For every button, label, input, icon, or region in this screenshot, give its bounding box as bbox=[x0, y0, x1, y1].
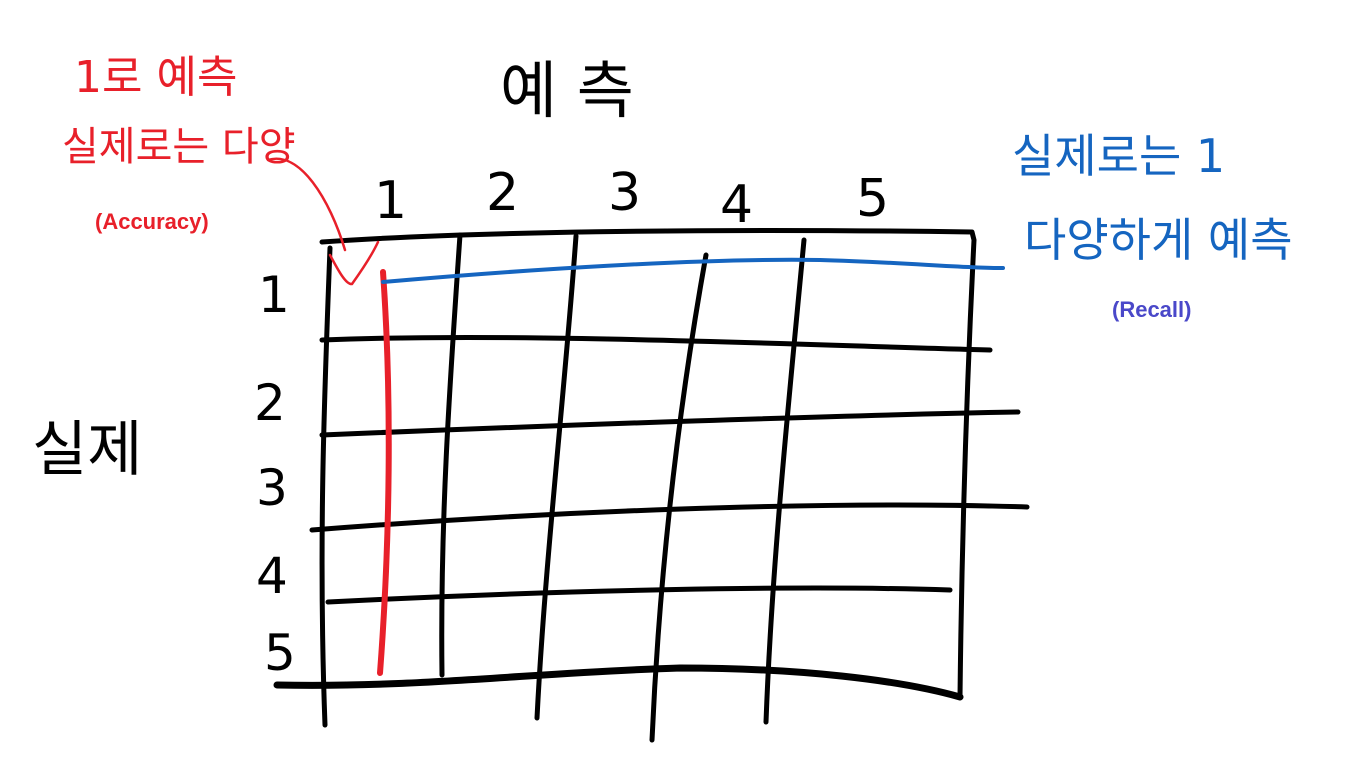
row-line bbox=[319, 409, 1021, 438]
row-line bbox=[319, 334, 993, 353]
column-labels: 1 2 3 4 5 bbox=[374, 163, 889, 235]
grid-left-border bbox=[319, 245, 333, 728]
row-line bbox=[325, 585, 953, 605]
row-labels: 1 2 3 4 5 bbox=[254, 266, 296, 682]
column-label-4: 4 bbox=[720, 175, 753, 235]
row-label-3: 3 bbox=[256, 459, 288, 517]
red-note-line-2: 실제로는 다양 bbox=[62, 124, 296, 170]
red-annotation: 1로 예측 실제로는 다양 (Accuracy) bbox=[62, 52, 392, 676]
row-label-5: 5 bbox=[264, 624, 296, 682]
grid-top-right-border bbox=[319, 227, 977, 700]
blue-note-line-1: 실제로는 1 bbox=[1012, 129, 1225, 183]
red-pointer-arrow bbox=[266, 157, 380, 286]
matrix-grid bbox=[273, 227, 1030, 743]
red-note-tag: (Accuracy) bbox=[95, 209, 209, 234]
row-label-4: 4 bbox=[256, 547, 288, 605]
col-line bbox=[534, 233, 579, 721]
red-note-line-1: 1로 예측 bbox=[74, 52, 237, 103]
blue-note-line-2: 다양하게 예측 bbox=[1024, 213, 1293, 267]
column-label-3: 3 bbox=[608, 163, 641, 223]
row-label-1: 1 bbox=[258, 266, 290, 324]
grid-bottom-border bbox=[273, 664, 964, 701]
blue-annotation: 실제로는 1 다양하게 예측 (Recall) bbox=[381, 129, 1293, 322]
col-line bbox=[649, 252, 709, 743]
actual-axis-label: 실제 bbox=[32, 415, 142, 485]
red-column-marker bbox=[377, 269, 392, 676]
row-label-2: 2 bbox=[254, 374, 286, 432]
blue-row-marker bbox=[381, 257, 1005, 284]
column-label-1: 1 bbox=[374, 171, 407, 231]
predicted-axis-label: 예 측 bbox=[500, 54, 634, 127]
col-line bbox=[763, 237, 807, 725]
column-label-2: 2 bbox=[486, 163, 519, 223]
blue-note-tag: (Recall) bbox=[1112, 297, 1191, 322]
column-label-5: 5 bbox=[856, 169, 889, 229]
col-line bbox=[439, 232, 463, 678]
row-line bbox=[309, 502, 1030, 533]
